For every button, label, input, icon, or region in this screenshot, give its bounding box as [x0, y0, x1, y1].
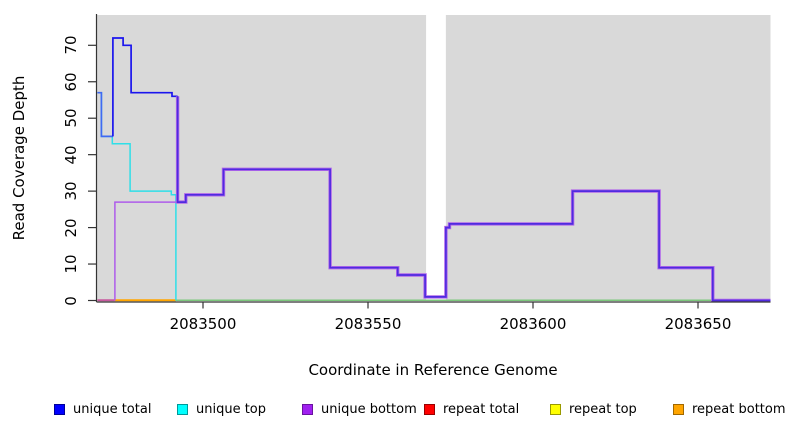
y-tick-label: 30	[62, 181, 80, 201]
legend-label: repeat bottom	[692, 401, 786, 417]
x-tick-label: 2083500	[169, 315, 237, 333]
y-tick-label: 60	[62, 72, 80, 92]
legend-item-repeat-bottom: repeat bottom	[673, 396, 786, 422]
y-tick-label: 0	[62, 296, 80, 306]
repeat-total-swatch-icon	[424, 403, 435, 415]
series-line	[176, 96, 771, 302]
legend-item-repeat-top: repeat top	[550, 396, 637, 422]
x-axis-title: Coordinate in Reference Genome	[308, 361, 558, 379]
legend-label: unique top	[196, 401, 267, 417]
y-tick-label: 20	[62, 218, 80, 238]
unique-bottom-swatch-icon	[302, 403, 313, 415]
y-tick-label: 50	[62, 108, 80, 128]
unique-total-swatch-icon	[54, 403, 65, 415]
series-line	[114, 201, 178, 301]
legend-label: repeat total	[443, 401, 520, 417]
series-line	[112, 37, 178, 137]
repeat-bottom-swatch-icon	[673, 403, 684, 415]
legend-item-unique-top: unique top	[177, 396, 266, 422]
legend-label: unique bottom	[321, 401, 417, 417]
legend: unique total unique top unique bottom re…	[0, 396, 792, 422]
series-line	[97, 91, 113, 138]
x-tick-label: 2083600	[499, 315, 567, 333]
unique-top-swatch-icon	[177, 403, 188, 415]
legend-item-unique-total: unique total	[54, 396, 151, 422]
y-tick-label: 40	[62, 145, 80, 165]
x-tick-label: 2083650	[664, 315, 732, 333]
y-tick-label: 70	[62, 35, 80, 55]
x-tick-label: 2083550	[334, 315, 402, 333]
legend-label: repeat top	[569, 401, 637, 417]
legend-item-unique-bottom: unique bottom	[302, 396, 417, 422]
legend-label: unique total	[73, 401, 152, 417]
coverage-gap-band	[426, 15, 446, 301]
repeat-top-swatch-icon	[550, 403, 561, 415]
legend-item-repeat-total: repeat total	[424, 396, 519, 422]
y-tick-label: 10	[62, 254, 80, 274]
y-axis-title: Read Coverage Depth	[10, 75, 28, 241]
